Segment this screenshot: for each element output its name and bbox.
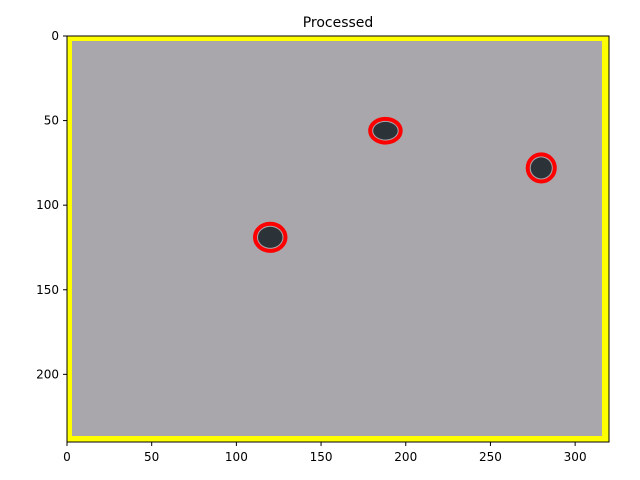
x-tick-label: 100 xyxy=(225,450,248,464)
x-tick-label: 150 xyxy=(310,450,333,464)
x-axis: 0 50 100 150 200 250 300 xyxy=(63,442,587,464)
detected-blob xyxy=(530,157,552,179)
image-background xyxy=(72,41,602,436)
detection-outline xyxy=(368,116,403,145)
plot-title: Processed xyxy=(303,15,374,31)
x-tick-label: 300 xyxy=(564,450,587,464)
detected-blob xyxy=(373,121,398,140)
y-tick-label: 150 xyxy=(36,283,59,297)
y-tick-label: 0 xyxy=(51,29,59,43)
x-tick-label: 50 xyxy=(144,450,159,464)
x-tick-label: 250 xyxy=(479,450,502,464)
detection-outline xyxy=(525,152,557,184)
detection-outline xyxy=(253,221,288,253)
axes-frame xyxy=(66,35,610,443)
x-tick-label: 0 xyxy=(63,450,71,464)
y-tick-label: 200 xyxy=(36,367,59,381)
y-axis: 0 50 100 150 200 xyxy=(36,29,67,381)
x-tick-label: 200 xyxy=(394,450,417,464)
y-tick-label: 100 xyxy=(36,198,59,212)
detected-blob xyxy=(258,226,283,248)
y-tick-label: 50 xyxy=(44,114,59,128)
image-area xyxy=(67,36,609,442)
